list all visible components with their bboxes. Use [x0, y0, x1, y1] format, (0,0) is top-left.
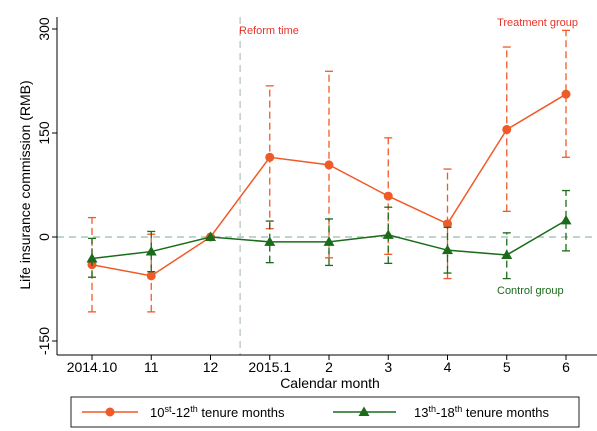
x-tick-label: 2014.10	[67, 359, 118, 375]
point-triangle	[442, 244, 453, 255]
point-circle	[265, 152, 275, 162]
annotation-reform-time: Reform time	[239, 25, 299, 37]
point-triangle	[205, 231, 216, 241]
legend-label-series-0: 10st-12th tenure months	[150, 404, 285, 420]
y-axis-title: Life insurance commission (RMB)	[17, 80, 33, 289]
x-tick-label: 4	[444, 359, 452, 375]
point-triangle	[501, 249, 513, 260]
series-1	[86, 189, 572, 280]
legend-marker-triangle	[358, 406, 370, 416]
annotation-treatment-group: Treatment group	[497, 17, 578, 29]
point-circle	[443, 219, 452, 229]
legend-entry-series-0: 10st-12th tenure months	[82, 404, 285, 420]
point-triangle	[382, 229, 394, 239]
point-triangle	[264, 236, 276, 246]
x-tick-label: 11	[144, 359, 159, 375]
legend-label-series-1: 13th-18th tenure months	[414, 404, 550, 420]
y-tick-label: 0	[36, 233, 52, 241]
point-triangle	[323, 236, 335, 246]
legend-box	[70, 396, 580, 428]
y-tick-label: -150	[36, 327, 52, 355]
point-triangle	[145, 246, 157, 256]
annotation-control-group: Control group	[497, 285, 564, 297]
point-circle	[146, 271, 156, 281]
legend-marker-circle	[105, 407, 115, 417]
x-axis-title: Calendar month	[280, 375, 380, 391]
point-circle	[502, 125, 512, 135]
x-tick-label: 12	[203, 359, 219, 375]
y-tick-label: 300	[36, 17, 52, 41]
legend: 10st-12th tenure months 13th-18th tenure…	[70, 396, 580, 428]
x-tick-label: 2015.1	[248, 359, 291, 375]
x-tick-label: 2	[325, 359, 333, 375]
plot-area: -150 0 150 300 2014.10 11 12 2015.1 2 3 4 5 6	[36, 17, 597, 375]
x-tick-label: 3	[384, 359, 392, 375]
x-tick-label: 5	[503, 359, 511, 375]
point-triangle	[86, 252, 98, 263]
series-0	[87, 29, 571, 313]
point-circle	[561, 89, 571, 99]
point-triangle	[560, 214, 572, 225]
y-tick-label: 150	[36, 121, 52, 145]
legend-entry-series-1: 13th-18th tenure months	[333, 404, 550, 420]
x-tick-label: 6	[562, 359, 570, 375]
point-circle	[324, 160, 334, 170]
point-circle	[383, 191, 393, 201]
